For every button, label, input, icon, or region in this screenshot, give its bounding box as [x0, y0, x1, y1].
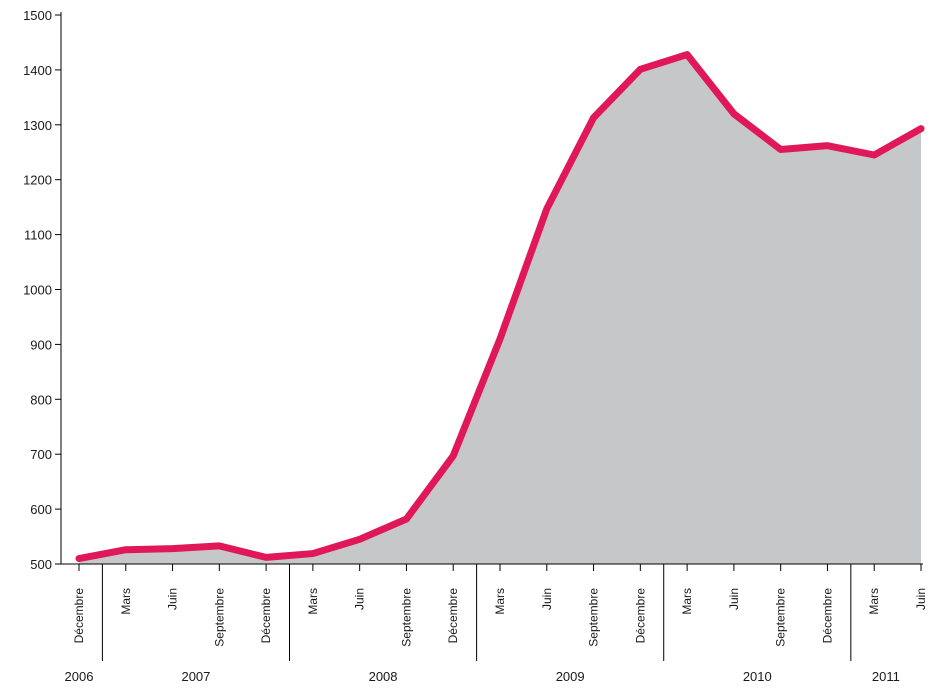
- line-layer: [75, 51, 925, 563]
- x-tick-label: Juin: [166, 588, 180, 610]
- x-tick-label: Septembre: [212, 588, 226, 647]
- x-tick-label: Mars: [680, 588, 694, 615]
- y-tick-label: 1200: [23, 173, 52, 188]
- x-tick-label: Septembre: [774, 588, 788, 647]
- x-tick-label: Mars: [306, 588, 320, 615]
- x-tick-label: Juin: [914, 588, 928, 610]
- x-tick-label: Mars: [867, 588, 881, 615]
- y-tick-label: 900: [30, 337, 52, 352]
- x-year-label: 2011: [872, 669, 900, 684]
- y-tick-label: 1100: [24, 228, 52, 243]
- axis-layer: [55, 12, 923, 661]
- x-tick-label: Juin: [540, 588, 554, 610]
- area-fill: [79, 54, 921, 564]
- y-tick-label: 1300: [23, 118, 52, 133]
- x-year-label: 2009: [556, 669, 585, 684]
- label-layer: 500 600 700 800 900 1000 1100 1200 1300 1400 1500 D…: [23, 8, 928, 684]
- x-tick-label: Décembre: [446, 588, 460, 644]
- x-tick-label: Juin: [727, 588, 741, 610]
- x-tick-label: Septembre: [587, 588, 601, 647]
- y-tick-label: 700: [30, 447, 52, 462]
- x-year-label: 2006: [65, 669, 94, 684]
- x-tick-label: Décembre: [633, 588, 647, 644]
- y-tick-label: 1500: [23, 8, 52, 23]
- y-tick-label: 1400: [23, 63, 52, 78]
- x-tick-label: Décembre: [259, 588, 273, 644]
- area-layer: [79, 54, 921, 564]
- x-year-label: 2010: [743, 669, 772, 684]
- y-tick-label: 600: [30, 502, 52, 517]
- x-tick-label: Mars: [493, 588, 507, 615]
- x-year-label: 2008: [369, 669, 398, 684]
- x-year-label: 2007: [181, 669, 210, 684]
- y-tick-label: 800: [30, 392, 52, 407]
- x-tick-label: Juin: [353, 588, 367, 610]
- x-tick-label: Décembre: [820, 588, 834, 644]
- x-tick-label: Septembre: [399, 588, 413, 647]
- x-tick-label: Décembre: [72, 588, 86, 644]
- y-tick-label: 500: [30, 557, 52, 572]
- x-tick-label: Mars: [119, 588, 133, 615]
- y-tick-label: 1000: [23, 283, 52, 298]
